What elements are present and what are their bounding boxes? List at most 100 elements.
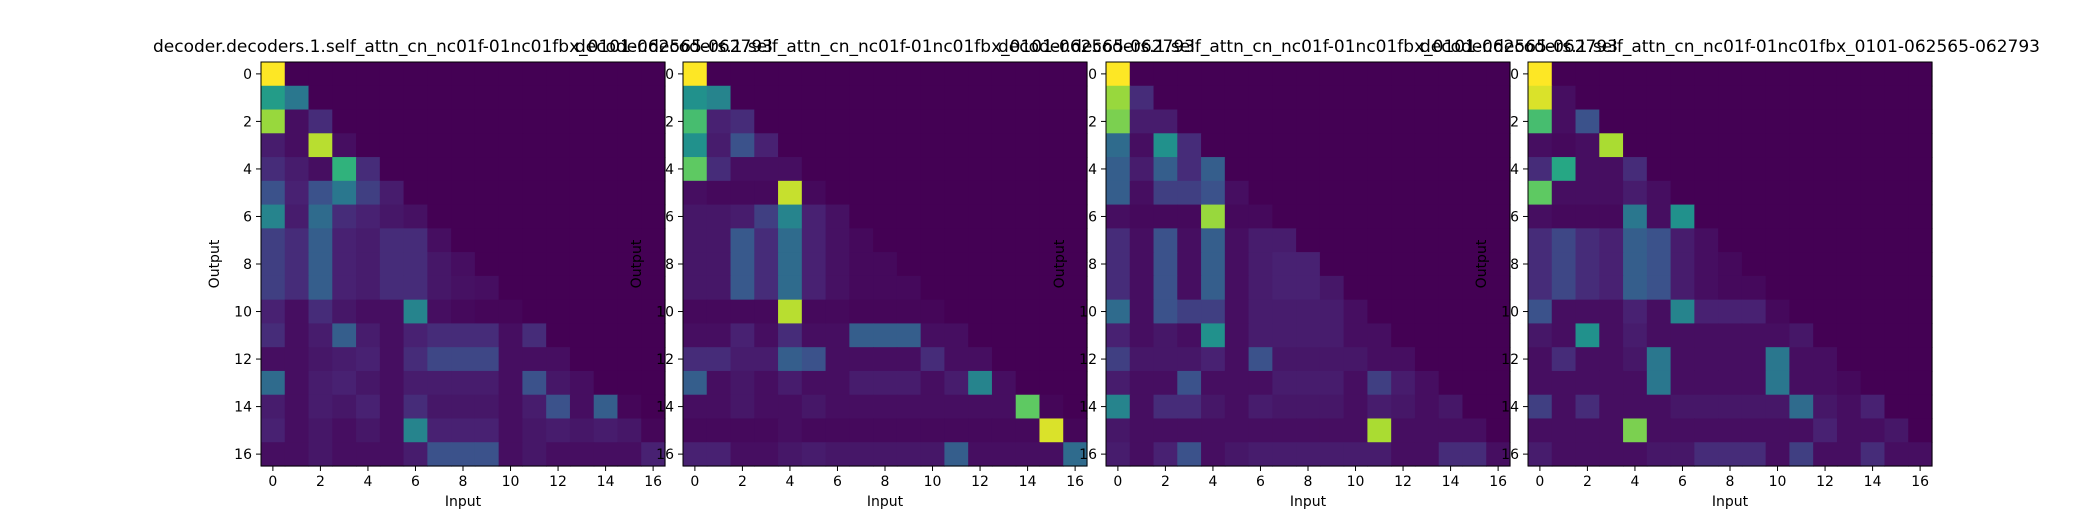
heatmap-cell <box>1462 370 1487 396</box>
heatmap-cell <box>1039 133 1064 158</box>
heatmap-cell <box>1646 394 1672 420</box>
heatmap-cell <box>1367 394 1392 420</box>
heatmap-cell <box>1599 252 1624 277</box>
heatmap-cell <box>1063 228 1088 253</box>
x-tick-label: 8 <box>1304 474 1313 490</box>
x-tick-label: 16 <box>644 474 662 490</box>
heatmap-cell <box>1884 133 1909 158</box>
x-tick-label: 2 <box>316 474 325 490</box>
heatmap-cell <box>1836 157 1862 182</box>
heatmap-cell <box>1248 275 1273 301</box>
heatmap-cell <box>873 442 898 467</box>
heatmap-cell <box>1813 204 1838 229</box>
heatmap-cell <box>754 204 779 229</box>
heatmap-cell <box>522 299 547 325</box>
heatmap-cell <box>1391 204 1416 229</box>
heatmap-cell <box>706 62 732 87</box>
heatmap-cell <box>1694 323 1719 348</box>
heatmap-cell <box>896 85 922 111</box>
heatmap-cell <box>356 418 381 443</box>
heatmap-cell <box>1623 180 1648 206</box>
x-tick-label: 8 <box>881 474 890 490</box>
heatmap-cell <box>522 370 547 396</box>
heatmap-cell <box>1248 62 1273 87</box>
heatmap-cell <box>427 418 452 443</box>
heatmap-cell <box>1177 394 1202 420</box>
heatmap-cell <box>1765 62 1791 87</box>
heatmap-cell <box>1063 180 1088 206</box>
heatmap-cell <box>522 180 547 206</box>
heatmap-cell <box>546 228 571 253</box>
heatmap-cell <box>569 157 595 182</box>
heatmap-cell <box>474 180 500 206</box>
heatmap-cell <box>1015 394 1041 420</box>
heatmap-cell <box>778 442 803 467</box>
heatmap-cell <box>1039 418 1064 443</box>
heatmap-cell <box>261 275 286 301</box>
y-tick-label: 0 <box>665 67 674 83</box>
heatmap-cell <box>683 228 708 253</box>
heatmap-cell <box>1272 418 1297 443</box>
heatmap-cell <box>730 204 755 229</box>
y-tick-label: 16 <box>1501 447 1519 463</box>
heatmap-cell <box>1741 180 1767 206</box>
heatmap-cell <box>1694 180 1719 206</box>
heatmap-cell <box>1106 370 1131 396</box>
heatmap-cell <box>474 418 500 443</box>
heatmap-cell <box>1343 442 1369 467</box>
heatmap-cell <box>825 109 850 134</box>
heatmap-cell <box>873 85 898 111</box>
heatmap-cell <box>1599 133 1624 158</box>
heatmap-cell <box>1486 275 1511 301</box>
heatmap-cell <box>683 394 708 420</box>
x-axis-label: Input <box>1290 494 1327 510</box>
heatmap-cell <box>1015 204 1041 229</box>
heatmap-cell <box>1201 252 1226 277</box>
heatmap-cell <box>1528 370 1553 396</box>
heatmap-cell <box>1765 442 1791 467</box>
heatmap-cell <box>1765 323 1791 348</box>
heatmap-cell <box>546 347 571 372</box>
heatmap-cell <box>1599 204 1624 229</box>
heatmap-cell <box>451 370 476 396</box>
heatmap-cell <box>730 85 755 111</box>
heatmap-cell <box>944 347 969 372</box>
heatmap-cell <box>1039 85 1064 111</box>
heatmap-cell <box>1670 275 1695 301</box>
heatmap-cell <box>1272 62 1297 87</box>
heatmap-cell <box>403 133 428 158</box>
heatmap-cell <box>1015 323 1041 348</box>
heatmap-cell <box>1106 442 1131 467</box>
heatmap-cell <box>1741 275 1767 301</box>
heatmap-cell <box>1367 180 1392 206</box>
heatmap-cell <box>825 180 850 206</box>
heatmap-cell <box>1106 109 1131 134</box>
heatmap-cell <box>825 394 850 420</box>
heatmap-cell <box>1694 275 1719 301</box>
heatmap-cell <box>1528 347 1553 372</box>
heatmap-cell <box>1908 180 1933 206</box>
heatmap-cell <box>1599 85 1624 111</box>
heatmap-cell <box>1272 228 1297 253</box>
heatmap-cell <box>1201 394 1226 420</box>
heatmap-cell <box>778 299 803 325</box>
heatmap-cell <box>451 85 476 111</box>
heatmap-cell <box>1367 299 1392 325</box>
y-tick-label: 12 <box>656 352 674 368</box>
heatmap-cell <box>1670 394 1695 420</box>
heatmap-cell <box>1836 109 1862 134</box>
heatmap-cell <box>569 85 595 111</box>
heatmap-cell <box>1575 275 1600 301</box>
heatmap-cell <box>1248 299 1273 325</box>
heatmap-cell <box>896 228 922 253</box>
heatmap-cell <box>1177 157 1202 182</box>
heatmap-cell <box>1153 133 1178 158</box>
heatmap-cell <box>1153 252 1178 277</box>
heatmap-cell <box>546 299 571 325</box>
heatmap-cell <box>546 275 571 301</box>
heatmap-cell <box>801 228 827 253</box>
heatmap-cell <box>1153 62 1178 87</box>
heatmap-cell <box>451 347 476 372</box>
heatmap-cell <box>1462 442 1487 467</box>
heatmap-cell <box>379 299 405 325</box>
